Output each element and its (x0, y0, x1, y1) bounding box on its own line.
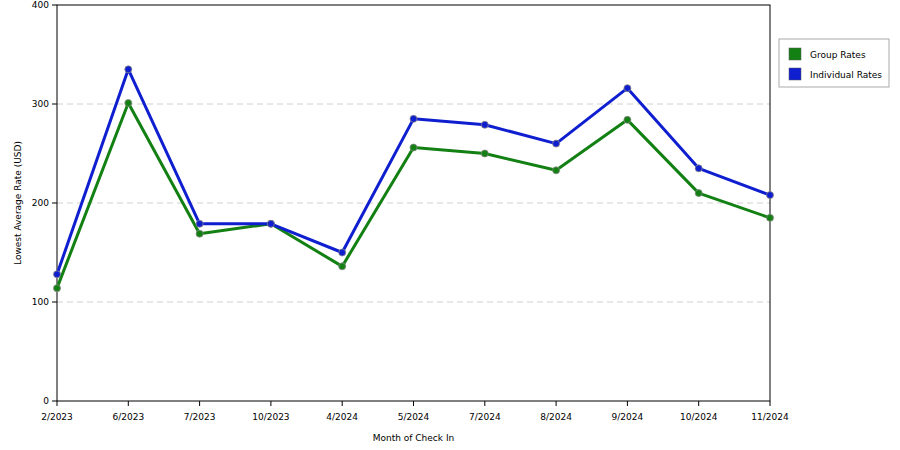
x-tick (270, 401, 271, 406)
x-tick-label: 9/2024 (612, 412, 644, 422)
series-marker (553, 167, 560, 174)
series-marker (196, 220, 203, 227)
x-tick (484, 401, 485, 406)
series-marker (125, 100, 132, 107)
y-tick (52, 302, 57, 303)
chart-svg: 0 100 200 300 400 2/2023 6/2023 7/2023 10/2023 4/… (0, 0, 900, 450)
series-marker (339, 249, 346, 256)
x-tick (698, 401, 699, 406)
series-marker (695, 165, 702, 172)
series-marker (553, 140, 560, 147)
x-tick-label: 2/2023 (41, 412, 73, 422)
series-marker (267, 220, 274, 227)
x-axis-label: Month of Check In (373, 433, 455, 443)
x-tick-label: 10/2023 (252, 412, 289, 422)
series-marker (267, 220, 274, 227)
x-tick-label: 10/2024 (680, 412, 718, 422)
series-marker (767, 192, 774, 199)
legend: Group Rates Individual Rates (779, 39, 889, 87)
plot-area (54, 66, 774, 292)
y-tick (52, 203, 57, 204)
series-marker (410, 115, 417, 122)
page: {"chart_data": {"type": "line", "x_label… (0, 0, 900, 450)
x-tick (770, 401, 771, 406)
series-line (57, 69, 770, 274)
y-tick (52, 5, 57, 6)
grid-line (57, 203, 770, 204)
series-marker (624, 116, 631, 123)
legend-swatch (789, 48, 801, 60)
series-marker (54, 285, 61, 292)
x-tick (199, 401, 200, 406)
chart-container: 0 100 200 300 400 2/2023 6/2023 7/2023 10/2023 4/… (0, 0, 900, 450)
series-marker (767, 214, 774, 221)
x-tick-label: 7/2024 (469, 412, 501, 422)
y-axis-label: Lowest Average Rate (USD) (13, 141, 23, 265)
legend-label: Individual Rates (810, 70, 882, 80)
y-tick-label: 100 (32, 297, 49, 307)
plot-frame (57, 5, 770, 401)
series-marker (54, 271, 61, 278)
x-tick-label: 11/2024 (751, 412, 789, 422)
x-tick (128, 401, 129, 406)
series-marker (196, 230, 203, 237)
series-marker (695, 190, 702, 197)
y-tick-label: 200 (32, 198, 49, 208)
y-tick-label: 400 (32, 0, 49, 10)
x-tick (413, 401, 414, 406)
y-tick-label: 0 (43, 396, 49, 406)
x-tick (627, 401, 628, 406)
series-line (57, 103, 770, 288)
series-marker (125, 66, 132, 73)
x-tick (556, 401, 557, 406)
series-marker (481, 150, 488, 157)
x-tick-label: 8/2024 (540, 412, 572, 422)
x-tick-label: 4/2024 (326, 412, 358, 422)
x-tick-label: 5/2024 (398, 412, 430, 422)
x-tick (57, 401, 58, 406)
series-marker (339, 263, 346, 270)
x-tick-label: 6/2023 (112, 412, 144, 422)
grid-line (57, 104, 770, 105)
series-marker (410, 144, 417, 151)
series-marker (481, 121, 488, 128)
y-tick (52, 401, 57, 402)
x-tick (342, 401, 343, 406)
legend-box (779, 39, 889, 87)
x-tick-label: 7/2023 (184, 412, 216, 422)
series-marker (624, 85, 631, 92)
y-tick (52, 104, 57, 105)
y-tick-label: 300 (32, 99, 49, 109)
legend-swatch (789, 68, 801, 80)
legend-label: Group Rates (810, 50, 866, 60)
grid-line (57, 302, 770, 303)
